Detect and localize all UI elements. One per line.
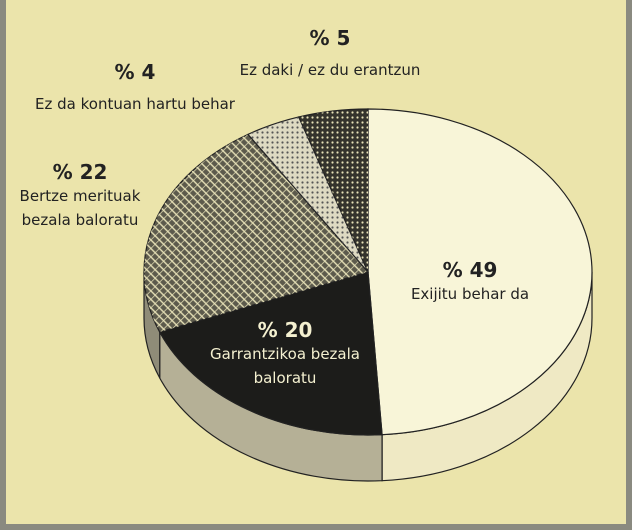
category-label: Bertze merituak bezala baloratu [19, 187, 141, 229]
slice-label: % 5 Ez daki / ez du erantzun [230, 26, 430, 82]
slice-label: % 22 Bertze merituak bezala baloratu [0, 160, 160, 232]
category-label: Garrantzikoa bezala baloratu [210, 345, 360, 387]
category-label: Ez da kontuan hartu behar [35, 95, 235, 113]
slice-texture [247, 116, 368, 273]
category-label: Exijitu behar da [410, 285, 530, 303]
slice-label: % 4 Ez da kontuan hartu behar [30, 60, 240, 116]
slice-texture [298, 109, 368, 272]
value-label: % 20 [257, 318, 313, 342]
slice-texture [144, 134, 368, 333]
value-label: % 4 [114, 60, 156, 84]
slice-label: % 20 Garrantzikoa bezala baloratu [200, 318, 370, 390]
value-label: % 49 [442, 258, 498, 282]
category-label: Ez daki / ez du erantzun [239, 61, 421, 79]
slice [367, 108, 593, 436]
slice [158, 271, 383, 436]
value-label: % 22 [52, 160, 108, 184]
value-label: % 5 [309, 26, 351, 50]
slice-label: % 49 Exijitu behar da [400, 258, 540, 306]
